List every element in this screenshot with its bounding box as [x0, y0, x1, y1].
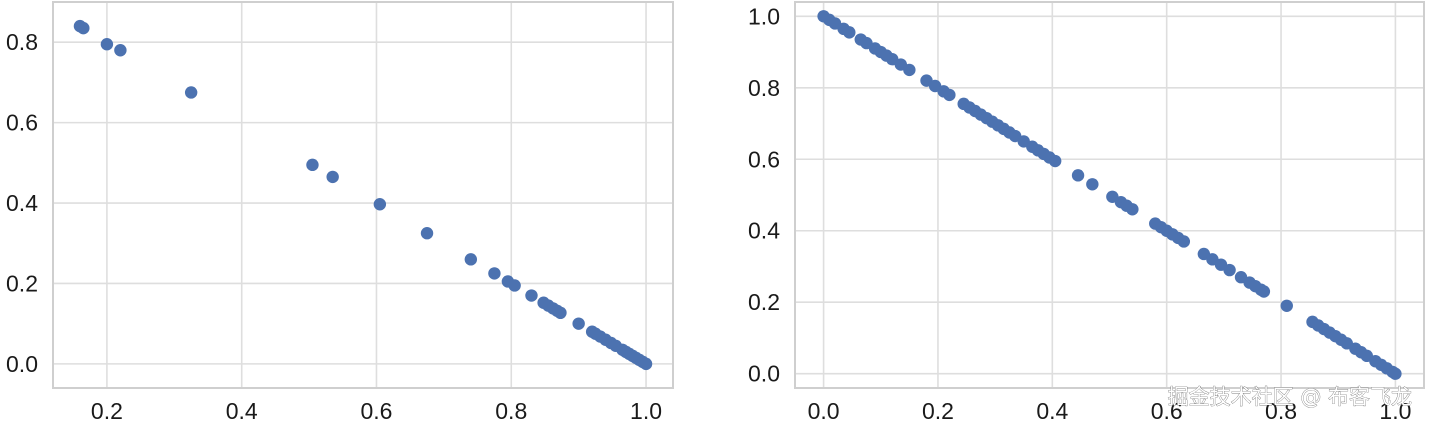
- x-tick-label: 0.6: [1151, 398, 1183, 424]
- y-tick-label: 0.4: [6, 190, 38, 216]
- x-tick-label: 0.2: [922, 398, 954, 424]
- y-tick-label: 0.0: [748, 361, 780, 387]
- x-tick-label: 1.0: [1379, 398, 1411, 424]
- y-tick-label: 0.6: [6, 110, 38, 136]
- scatter-point: [525, 289, 538, 302]
- scatter-point: [1280, 299, 1293, 312]
- watermark-text: 掘金技术社区 @ 布客飞龙: [1168, 385, 1412, 409]
- scatter-point: [1257, 285, 1271, 298]
- x-tick-label: 0.6: [360, 398, 392, 424]
- x-tick-label: 0.8: [1265, 398, 1297, 424]
- scatter-point: [1389, 367, 1402, 380]
- plot-frame: [794, 1, 1425, 389]
- scatter-point: [572, 317, 585, 330]
- plot-area: [53, 2, 673, 388]
- scatter-point: [184, 86, 198, 99]
- scatter-point: [1223, 263, 1236, 277]
- scatter-point: [100, 38, 114, 51]
- x-tick-label: 0.2: [91, 398, 123, 424]
- scatter-point: [114, 44, 127, 57]
- scatter-point: [77, 21, 90, 35]
- y-tick-label: 0.4: [748, 218, 780, 244]
- y-tick-label: 0.8: [748, 75, 780, 101]
- x-tick-label: 0.4: [226, 398, 258, 424]
- scatter-point: [1048, 154, 1062, 168]
- x-tick-label: 0.4: [1036, 398, 1068, 424]
- scatter-point: [326, 170, 339, 184]
- scatter-point: [1086, 178, 1099, 191]
- y-tick-label: 0.2: [748, 289, 780, 315]
- y-tick-label: 0.0: [6, 351, 38, 377]
- scatter-point: [639, 357, 653, 371]
- scatter-panel-left: 0.2 0.4 0.6 0.8 1.0 0.0 0.2 0.4 0.6 0.8: [6, 1, 674, 424]
- scatter-point: [306, 158, 319, 172]
- scatter-point: [488, 267, 501, 280]
- scatter-point: [903, 63, 916, 77]
- scatter-point: [943, 88, 956, 102]
- scatter-point: [464, 253, 478, 266]
- scatter-point: [508, 279, 521, 292]
- plot-frame: [52, 1, 674, 389]
- scatter-panel-right: 0.0 0.2 0.4 0.6 0.8 1.0 0.0 0.2 0.4 0.6 0.8 1.0: [748, 1, 1425, 424]
- x-tick-label: 1.0: [630, 398, 662, 424]
- y-tick-label: 1.0: [748, 3, 780, 29]
- y-tick-label: 0.8: [6, 29, 38, 55]
- x-tick-label: 0.0: [808, 398, 840, 424]
- scatter-point: [420, 226, 434, 240]
- x-tick-label: 0.8: [495, 398, 527, 424]
- scatter-point: [1071, 169, 1085, 182]
- scatter-point: [554, 306, 567, 320]
- scatter-point: [373, 198, 387, 211]
- y-tick-label: 0.2: [6, 270, 38, 296]
- y-tick-label: 0.6: [748, 146, 780, 172]
- scatter-point: [843, 26, 856, 39]
- scatter-point: [1126, 203, 1139, 216]
- scatter-point: [1177, 235, 1191, 248]
